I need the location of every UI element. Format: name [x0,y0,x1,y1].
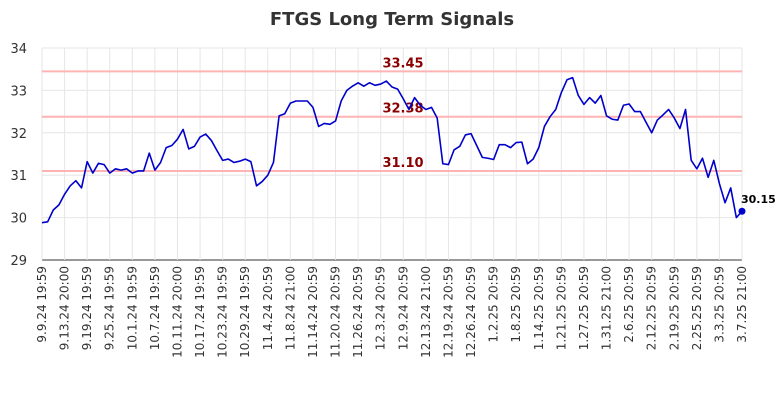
x-tick-label: 12.9.24 20:59 [396,266,410,350]
x-tick-label: 11.14.24 20:59 [306,266,320,358]
x-tick-label: 2.12.25 20:59 [645,266,659,350]
x-tick-label: 1.21.25 20:59 [554,266,568,350]
y-tick-label: 31 [10,169,27,184]
x-tick-label: 12.26.24 20:59 [464,266,478,358]
x-tick-label: 2.6.25 20:59 [622,266,636,343]
x-tick-label: 9.19.24 19:59 [80,266,94,350]
x-tick-label: 10.29.24 19:59 [238,266,252,358]
chart-title: FTGS Long Term Signals [270,9,514,30]
x-tick-label: 9.13.24 20:00 [58,266,72,350]
last-value: 30.15 [738,193,776,215]
x-tick-label: 3.7.25 21:00 [735,266,749,343]
y-axis: 29 30 31 32 33 34 [10,42,27,269]
x-tick-label: 2.19.25 20:59 [667,266,681,350]
y-tick-label: 32 [10,127,27,142]
x-tick-label: 1.31.25 21:00 [600,266,614,350]
x-tick-label: 9.9.24 19:59 [35,266,49,343]
x-tick-label: 10.11.24 20:00 [170,266,184,358]
x-axis: 9.9.24 19:59 9.13.24 20:00 9.19.24 19:59 9.… [35,266,749,358]
x-tick-label: 10.17.24 19:59 [193,266,207,358]
y-tick-label: 33 [10,84,27,99]
x-tick-label: 1.8.25 20:59 [509,266,523,343]
x-tick-label: 1.2.25 20:59 [487,266,501,343]
y-tick-label: 29 [10,254,27,269]
signal-levels: 33.45 32.38 31.10 [42,56,742,172]
x-tick-label: 10.7.24 19:59 [148,266,162,350]
x-tick-label: 10.1.24 19:59 [125,266,139,350]
x-tick-label: 9.25.24 19:59 [103,266,117,350]
x-tick-label: 12.19.24 20:59 [441,266,455,358]
x-tick-label: 1.27.25 20:59 [577,266,591,350]
x-tick-label: 11.20.24 20:59 [329,266,343,358]
x-tick-label: 12.13.24 21:00 [419,266,433,358]
last-point [738,207,746,215]
x-tick-label: 3.3.25 20:59 [712,266,726,343]
x-tick-label: 11.26.24 20:59 [351,266,365,358]
level-label: 33.45 [382,56,423,71]
x-tick-label: 12.3.24 20:59 [374,266,388,350]
series-group [41,76,743,224]
y-tick-label: 34 [10,42,27,57]
x-tick-label: 2.25.25 20:59 [690,266,704,350]
x-tick-label: 11.4.24 20:59 [261,266,275,350]
x-tick-label: 10.23.24 19:59 [216,266,230,358]
level-label: 31.10 [382,156,423,171]
x-tick-label: 1.14.25 20:59 [532,266,546,350]
grid [41,47,743,261]
last-value-label: 30.15 [741,193,776,206]
series-line [41,76,743,224]
y-tick-label: 30 [10,212,27,227]
level-label: 32.38 [382,102,423,117]
x-tick-label: 11.8.24 21:00 [283,266,297,350]
